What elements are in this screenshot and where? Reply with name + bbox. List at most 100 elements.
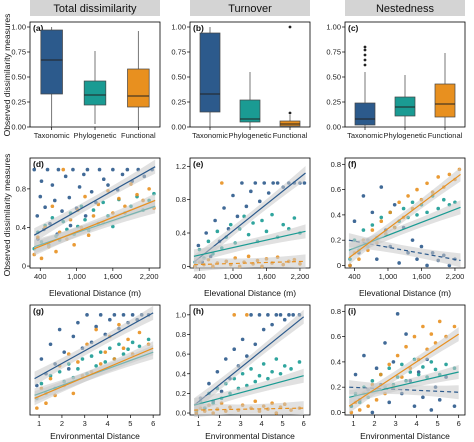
point-functional <box>374 398 379 402</box>
point-taxonomic <box>77 185 82 189</box>
panel-i: (i) 0.0 0.2 0.4 0.6 0.8 1 2 3 4 5 6 <box>331 304 466 428</box>
x-tick-label-phylogenetic: Phylogenetic <box>229 131 272 140</box>
x-tick-label-g: 3 <box>83 419 87 428</box>
point-phylogenetic <box>246 232 251 237</box>
strip-turnover: Turnover <box>228 3 272 15</box>
point-phylogenetic <box>206 239 211 244</box>
point-phylogenetic <box>410 200 415 205</box>
point-taxonomic <box>244 204 249 209</box>
point-functional <box>117 196 121 201</box>
point-taxonomic <box>111 167 115 172</box>
x-tick-label-g: 2 <box>60 419 64 428</box>
x-tick-label-i: 4 <box>414 419 418 428</box>
point-phylogenetic <box>137 344 142 349</box>
point-taxonomic <box>57 327 62 332</box>
y-tick-label-b: 0.50 <box>171 73 186 82</box>
y-tick-label-i: 0.0 <box>331 408 341 417</box>
point-phylogenetic <box>270 212 274 217</box>
outlier-point <box>363 58 367 62</box>
x-tick-label-d: 2,200 <box>140 272 159 281</box>
point-taxonomic <box>101 177 106 182</box>
fit-line-functional <box>348 333 460 407</box>
point-taxonomic <box>416 370 421 374</box>
point-functional <box>370 228 375 232</box>
x-tick-label-functional: Functional <box>273 131 308 140</box>
point-functional <box>147 187 151 191</box>
point-phylogenetic <box>266 376 270 381</box>
panel-label-b: (b) <box>193 23 204 33</box>
x-tick-label-f: 400 <box>348 272 361 281</box>
point-taxonomic <box>392 202 397 207</box>
point-taxonomic <box>383 341 387 345</box>
x-tick-label-e: 400 <box>193 272 206 281</box>
y-tick-label-c: 0.75 <box>326 48 341 57</box>
point-phylogenetic <box>281 222 286 227</box>
point-taxonomic <box>240 181 244 185</box>
point-taxonomic <box>391 360 396 364</box>
panel-a: (a) 0.00 0.25 0.50 0.75 1.00 Taxonomic Phylogen… <box>11 21 161 140</box>
point-phylogenetic <box>361 228 366 232</box>
point-taxonomic <box>429 408 434 412</box>
point-taxonomic <box>421 395 425 400</box>
panel-label-f: (f) <box>348 159 357 169</box>
panel-e: (e) 0 0.4 0.8 1.2 400 1,000 1,600 2,200 <box>176 157 311 281</box>
point-taxonomic <box>274 313 279 317</box>
panel-label-h: (h) <box>193 306 204 316</box>
point-phylogenetic <box>103 360 108 364</box>
box-functional <box>434 83 456 118</box>
point-functional <box>91 214 96 218</box>
x-tick-label-d: 1,600 <box>103 272 122 281</box>
point-functional <box>348 263 352 268</box>
confidence-band-functional <box>194 401 304 418</box>
y-tick-label-h: 0.8 <box>176 330 186 339</box>
x-tick-label-g: 4 <box>105 419 109 428</box>
x-tick-label-g: 6 <box>151 419 155 428</box>
point-phylogenetic <box>253 379 258 384</box>
y-tick-label-d: 0.4 <box>16 223 26 232</box>
point-taxonomic <box>85 313 89 317</box>
y-tick-label-h: 0.0 <box>176 409 186 418</box>
strip-nestedness-bg <box>345 0 465 16</box>
point-phylogenetic <box>108 346 112 351</box>
panel-h: (h) 0.0 0.2 0.4 0.6 0.8 1.0 1 2 3 4 5 6 <box>176 304 311 428</box>
point-taxonomic <box>412 404 417 408</box>
x-tick-label-h: 2 <box>217 419 221 428</box>
outlier-point <box>363 48 367 52</box>
point-functional <box>436 175 441 179</box>
point-taxonomic <box>97 167 102 172</box>
point-phylogenetic <box>370 223 375 227</box>
point-functional <box>366 404 370 408</box>
point-taxonomic <box>62 350 67 354</box>
y-axis-title-top: Observed dissimilarity measures <box>2 14 12 137</box>
x-axis-title-h: Environmental Distance <box>205 431 295 441</box>
point-taxonomic <box>60 209 64 213</box>
fit-line-functional <box>348 173 461 259</box>
point-phylogenetic <box>76 367 80 371</box>
x-axis-title-g: Environmental Distance <box>50 431 140 441</box>
panel-label-i: (i) <box>348 306 356 316</box>
x-tick-label-f: 1,600 <box>412 272 431 281</box>
x-tick-label-i: 1 <box>351 419 355 428</box>
point-phylogenetic <box>429 360 434 364</box>
point-taxonomic <box>374 366 379 371</box>
point-phylogenetic <box>379 215 384 220</box>
fit-line-taxonomic <box>348 239 461 262</box>
point-phylogenetic <box>121 352 126 356</box>
x-axis-title-i: Environmental Distance <box>360 431 450 441</box>
point-phylogenetic <box>91 208 96 212</box>
point-phylogenetic <box>274 357 279 361</box>
point-taxonomic <box>232 347 237 351</box>
point-taxonomic <box>282 317 287 322</box>
point-phylogenetic <box>251 221 255 225</box>
x-tick-label-h: 5 <box>281 419 285 428</box>
point-phylogenetic <box>146 337 151 342</box>
y-tick-label-c: 0.00 <box>326 123 341 132</box>
panel-label-a: (a) <box>33 23 44 33</box>
x-tick-label-taxonomic: Taxonomic <box>347 131 383 140</box>
point-functional <box>404 344 408 349</box>
y-tick-label-a: 0.75 <box>11 48 26 57</box>
y-tick-label-d: 0.8 <box>16 184 26 193</box>
box-taxonomic <box>354 102 376 126</box>
point-phylogenetic <box>264 229 269 234</box>
point-taxonomic <box>361 194 366 198</box>
